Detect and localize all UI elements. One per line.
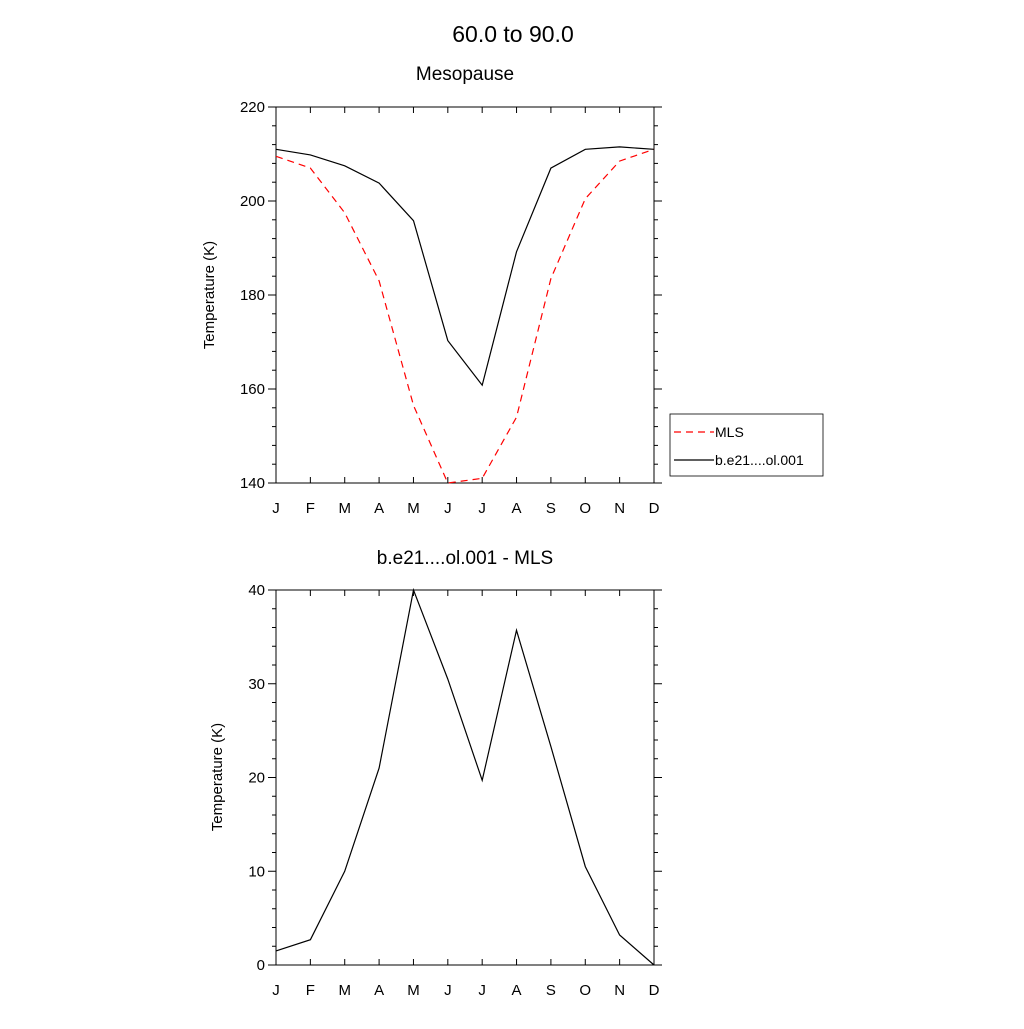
panel-1-x-tick-label: F: [306, 500, 315, 517]
panel-2-x-tick-label: J: [478, 982, 486, 999]
panel-1-x-tick-label: O: [579, 500, 591, 517]
panel-2-x-tick-label: S: [546, 982, 556, 999]
panel-1-frame: [275, 106, 655, 484]
panel-1-y-tick-label: 180: [240, 287, 265, 304]
panel-2-frame: [275, 589, 655, 966]
panel-1-x-tick-label: M: [338, 500, 351, 517]
panel-2-y-tick-label: 0: [257, 957, 265, 974]
panel-2-x-tick-label: F: [306, 982, 315, 999]
panel-2-x-tick-label: O: [579, 982, 591, 999]
panel-1-x-tick-label: S: [546, 500, 556, 517]
panel-1-x-tick-label: J: [444, 500, 452, 517]
panel-1-x-tick-label: N: [614, 500, 625, 517]
panel-1-x-tick-label: D: [649, 500, 660, 517]
panel-1-x-tick-label: M: [407, 500, 420, 517]
panel-1-title: Mesopause: [416, 64, 514, 85]
panel-2-series-difference-line: [275, 587, 655, 966]
panel-2-x-tick-label: A: [512, 982, 522, 999]
panel-2-x-tick-label: A: [374, 982, 384, 999]
panel-1-legend-label: b.e21....ol.001: [715, 452, 804, 468]
panel-1-series-MLS-line: [275, 148, 655, 484]
figure-title: 60.0 to 90.0: [452, 21, 574, 47]
panel-1-legend-box: [669, 413, 824, 477]
panel-1-y-tick-label: 200: [240, 193, 265, 210]
panel-1-y-tick-label: 220: [240, 99, 265, 116]
panel-2-y-tick-label: 20: [248, 770, 265, 787]
panel-1-x-tick-label: A: [512, 500, 522, 517]
panel-2-x-tick-label: J: [444, 982, 452, 999]
panel-2-x-tick-label: J: [272, 982, 280, 999]
panel-1-legend: MLS b.e21....ol.001: [669, 413, 824, 477]
panel-1-series-b-e21-ol-001-line: [275, 146, 655, 387]
panel-2-y-axis-label: Temperature (K): [209, 723, 226, 831]
panel-1-y-tick-label: 140: [240, 475, 265, 492]
panel-2-x-tick-label: D: [649, 982, 660, 999]
panel-1-y-tick-label: 160: [240, 381, 265, 398]
panel-1-legend-label: MLS: [715, 424, 744, 440]
panel-1-x-tick-label: A: [374, 500, 384, 517]
panel-2-title: b.e21....ol.001 - MLS: [377, 548, 553, 569]
panel-2-y-tick-label: 40: [248, 582, 265, 599]
panel-2-x-tick-label: N: [614, 982, 625, 999]
panel-2-y-tick-label: 30: [248, 676, 265, 693]
panel-1-x-tick-label: J: [272, 500, 280, 517]
panel-2-x-tick-label: M: [407, 982, 420, 999]
panel-2-y-tick-label: 10: [248, 863, 265, 880]
panel-2-x-tick-label: M: [338, 982, 351, 999]
panel-1-x-tick-label: J: [478, 500, 486, 517]
panel-1-y-axis-label: Temperature (K): [201, 241, 218, 349]
panel-1-plot: J F M A M J J A S O N D 140 160 180 200 220 MLS b.e21....o…: [240, 99, 824, 517]
panel-2-plot: J F M A M J J A S O N D 0 10 20 30 40: [248, 582, 662, 999]
